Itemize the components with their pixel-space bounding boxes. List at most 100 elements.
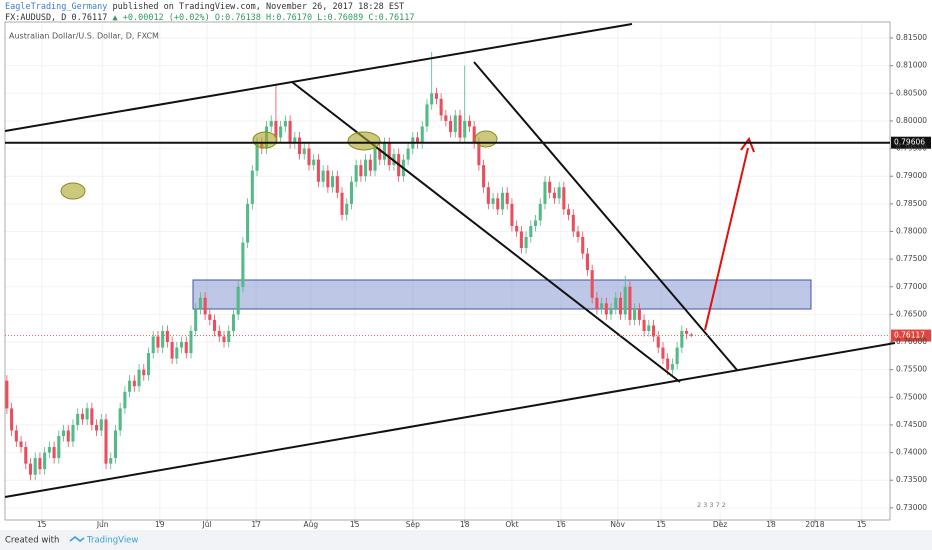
candle-body <box>604 303 608 315</box>
candle-body <box>5 380 9 409</box>
candle-body <box>425 104 429 127</box>
candle-body <box>538 203 542 221</box>
candle-body <box>595 297 599 309</box>
plot-frame <box>4 21 891 521</box>
candle-body <box>510 203 514 226</box>
candle-body <box>24 447 28 464</box>
y-tick-label: 0.77500 <box>896 254 927 263</box>
candle-body <box>585 253 589 271</box>
candle-body <box>562 187 566 210</box>
candle-body <box>382 143 387 160</box>
candle-body <box>449 120 453 132</box>
change: ▲ +0.00012 (+0.02%) <box>113 13 210 23</box>
x-tick-label: Aug <box>304 520 319 529</box>
candle-body <box>179 342 184 348</box>
x-tick-label: 19 <box>155 520 165 529</box>
y-tick-label: 0.74500 <box>896 420 927 429</box>
candle-body <box>524 237 528 249</box>
candle-body <box>203 297 207 315</box>
published: published on TradingView.com, November 2… <box>112 2 404 12</box>
candle-body <box>312 159 316 166</box>
candle-body <box>198 297 202 309</box>
y-tick-label: 0.74000 <box>896 448 927 457</box>
arrow-head <box>740 136 755 153</box>
candle-body <box>307 148 311 166</box>
candle-body <box>618 297 623 315</box>
support-zone <box>192 279 812 310</box>
candle-body <box>118 408 122 431</box>
candle-body <box>434 93 438 99</box>
candle-body <box>161 330 165 348</box>
footer-text: Created with <box>5 536 59 546</box>
candle-body <box>175 347 179 359</box>
candle-body <box>146 353 151 376</box>
levels: 0.79606 0.76117 <box>5 136 931 342</box>
annotation-layer <box>4 23 896 498</box>
candle-body <box>543 181 547 204</box>
x-tick-label: 17 <box>251 520 261 529</box>
y-tick-label: 0.75000 <box>896 392 927 401</box>
y-tick-label: 0.80000 <box>896 116 927 125</box>
x-tick-label: 15 <box>37 520 47 529</box>
candle-body <box>10 408 14 431</box>
candle-body <box>675 347 679 365</box>
y-tick-label: 0.79000 <box>896 171 927 180</box>
x-tick-label: 2018 <box>805 520 824 529</box>
candle-body <box>66 430 70 442</box>
candle-body <box>533 220 538 226</box>
x-tick-label: 16 <box>556 520 566 529</box>
candle-body <box>345 203 349 215</box>
candle-body <box>557 187 561 199</box>
candle-body <box>316 159 320 182</box>
candle-body <box>651 325 656 337</box>
candle-body <box>430 93 434 105</box>
candle-body <box>43 452 47 470</box>
marker-ellipse <box>252 131 278 149</box>
candle-body <box>71 424 75 442</box>
candle-body <box>642 319 646 331</box>
candle-body <box>85 408 89 420</box>
candle-body <box>208 314 212 320</box>
brand-logo <box>69 535 85 543</box>
candle-body <box>463 120 467 138</box>
level-label-box <box>891 136 931 149</box>
annotation-layer-back <box>192 279 812 310</box>
candle-body <box>458 115 462 138</box>
candle-body <box>283 120 287 127</box>
last-price-label: 0.76117 <box>894 331 925 340</box>
candle-body <box>241 242 245 287</box>
candle-body <box>123 391 127 409</box>
candle-body <box>349 181 353 204</box>
candle-body <box>420 126 424 144</box>
candle-body <box>477 143 481 166</box>
candle-body <box>453 115 457 132</box>
candle-body <box>600 303 604 309</box>
candle-body <box>670 364 674 370</box>
candle-body <box>633 308 637 320</box>
candle-body <box>288 120 292 144</box>
candle-body <box>80 413 84 420</box>
candle-body <box>57 435 61 459</box>
candle-body <box>340 192 344 215</box>
trend-line <box>291 81 681 383</box>
y-tick-label: 0.76000 <box>896 337 927 346</box>
candle-body <box>61 430 66 436</box>
candle-body <box>614 297 618 309</box>
candle-body <box>500 192 505 210</box>
x-tick-label: 15 <box>350 520 360 529</box>
x-tick-label: 18 <box>766 520 776 529</box>
candle-body <box>132 380 136 387</box>
footer-brand[interactable]: TradingView <box>86 536 138 546</box>
candle-body <box>609 308 613 315</box>
y-tick-label: 0.80500 <box>896 88 927 97</box>
candle-body <box>472 126 476 144</box>
x-tick-label: Dez <box>713 520 727 529</box>
candle-body <box>128 380 132 392</box>
candle-body <box>491 198 495 204</box>
marker-ellipse <box>474 130 498 148</box>
author[interactable]: EagleTrading_Germany <box>5 2 107 12</box>
candle-body <box>293 137 297 144</box>
x-tick-label: Okt <box>505 520 518 529</box>
candle-body <box>250 170 254 204</box>
